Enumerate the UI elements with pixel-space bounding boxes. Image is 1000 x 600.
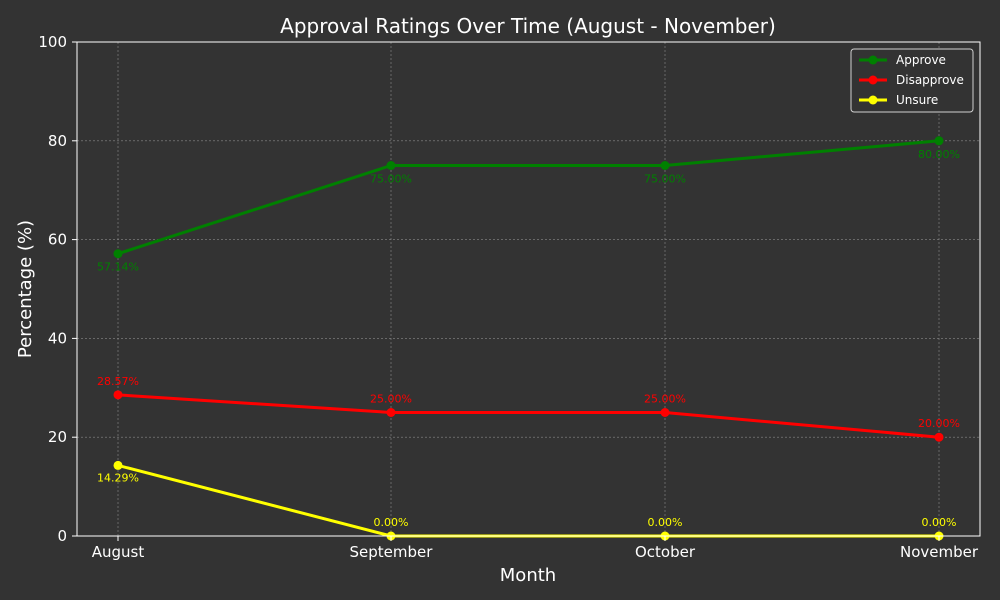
y-tick-label-2: 40	[48, 329, 67, 347]
y-axis-label: Percentage (%)	[15, 220, 36, 358]
y-tick-label-0: 0	[57, 527, 67, 545]
series-line-approve	[117, 139, 940, 256]
axes-layer: 0 20 40 60 80 100 August September October Novemb…	[38, 33, 981, 561]
data-label-approve-1: 75.00%	[370, 173, 412, 186]
x-axis-label: Month	[500, 565, 556, 586]
data-label-layer: 57.14% 75.00% 75.00% 80.00% 28.57% 25.00% 25.0…	[97, 148, 960, 529]
legend: Approve Disapprove Unsure	[850, 48, 974, 113]
data-point-unsure-0	[113, 460, 123, 470]
data-label-disapprove-0: 28.57%	[97, 375, 139, 388]
x-tick-label-0: August	[92, 543, 145, 561]
y-tick-label-4: 80	[48, 132, 67, 150]
data-point-approve-0	[113, 249, 123, 259]
data-label-unsure-3: 0.00%	[922, 516, 957, 529]
data-label-disapprove-2: 25.00%	[644, 393, 686, 406]
data-point-approve-2	[660, 161, 670, 170]
data-label-unsure-1: 0.00%	[374, 516, 409, 529]
series-line-unsure	[117, 463, 939, 538]
data-label-approve-2: 75.00%	[644, 173, 686, 186]
data-point-approve-3	[934, 136, 944, 146]
legend-box	[850, 48, 974, 113]
x-tick-label-3: November	[900, 543, 979, 561]
data-point-disapprove-3	[934, 432, 944, 442]
legend-marker-approve	[868, 55, 878, 65]
data-label-unsure-2: 0.00%	[648, 516, 683, 529]
data-label-approve-3: 80.00%	[918, 148, 960, 161]
plot-frame	[76, 41, 981, 537]
y-tick-label-3: 60	[48, 231, 67, 249]
data-point-disapprove-0	[113, 390, 123, 400]
legend-label-approve: Approve	[896, 53, 946, 67]
x-tick-label-2: October	[635, 543, 696, 561]
grid-layer	[77, 41, 980, 537]
chart-title: Approval Ratings Over Time (August - Nov…	[280, 14, 776, 38]
y-tick-label-1: 20	[48, 428, 67, 446]
series-line-disapprove	[117, 393, 940, 439]
y-tick-label-5: 100	[38, 33, 67, 51]
legend-label-disapprove: Disapprove	[896, 73, 964, 87]
legend-label-unsure: Unsure	[896, 93, 938, 107]
data-label-approve-0: 57.14%	[97, 261, 139, 274]
legend-marker-unsure	[868, 95, 878, 105]
data-point-disapprove-2	[660, 408, 670, 417]
data-point-approve-1	[386, 161, 396, 170]
data-label-disapprove-1: 25.00%	[370, 393, 412, 406]
data-label-disapprove-3: 20.00%	[918, 417, 960, 430]
x-tick-label-1: September	[350, 543, 434, 561]
data-label-unsure-0: 14.29%	[97, 471, 139, 484]
legend-marker-disapprove	[868, 75, 878, 85]
data-point-disapprove-1	[386, 408, 396, 417]
